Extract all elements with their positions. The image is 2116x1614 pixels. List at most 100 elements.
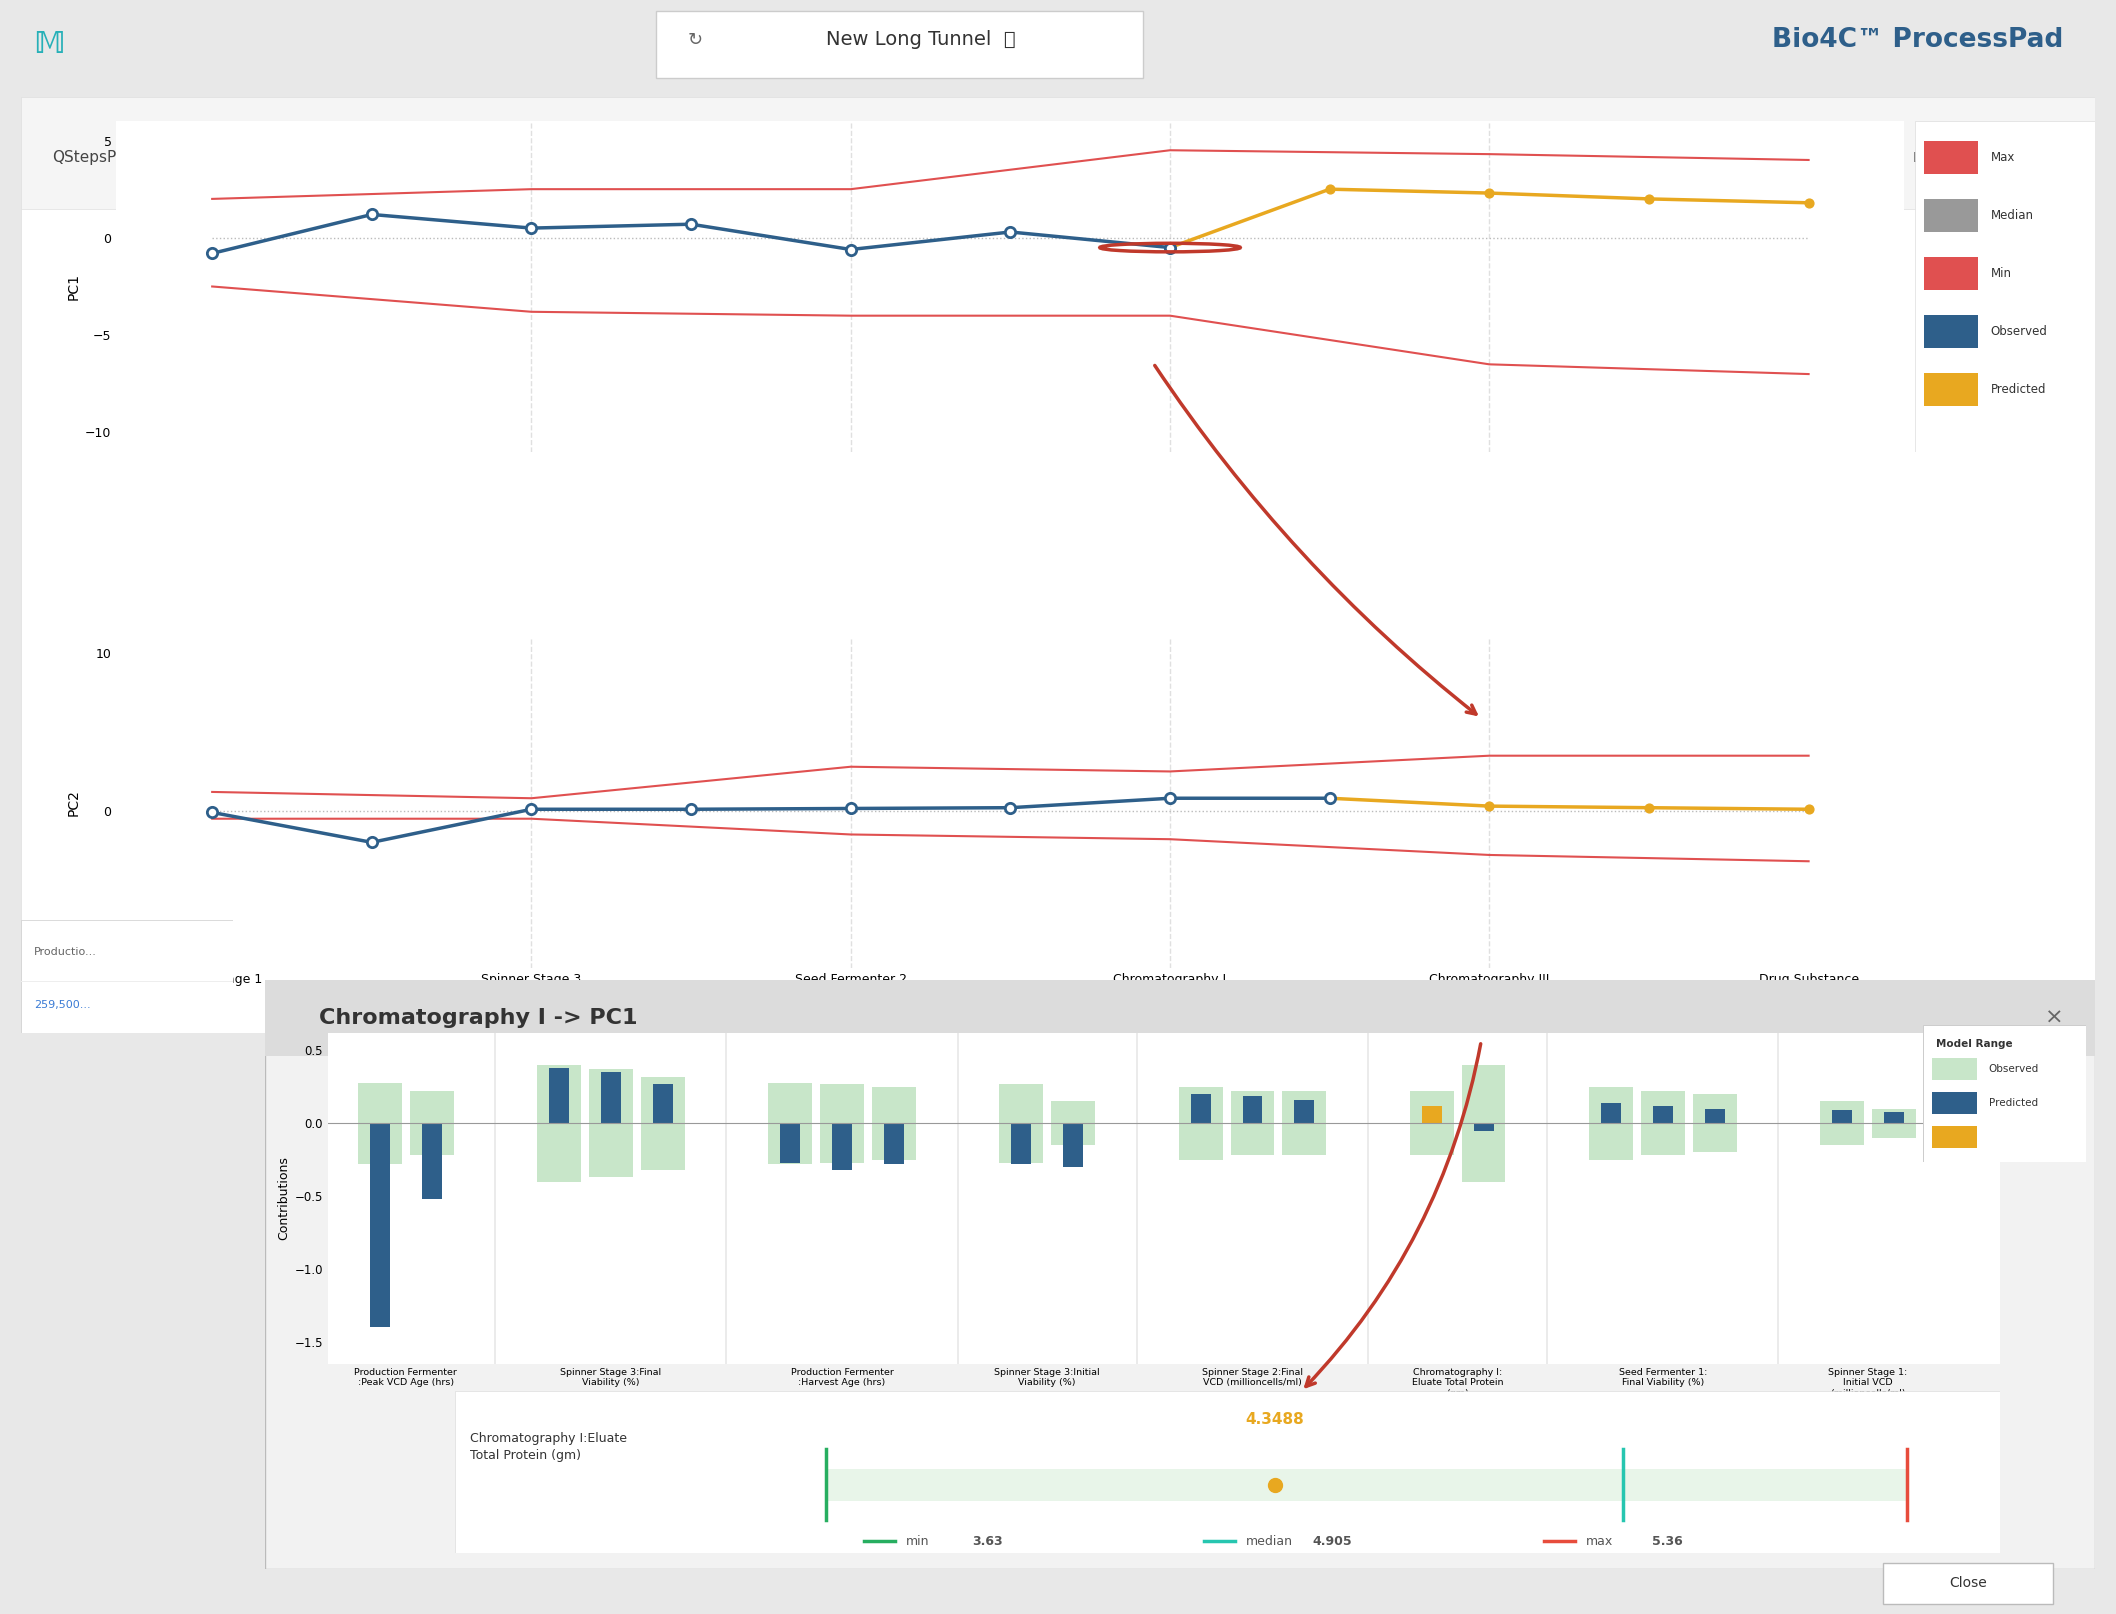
Bar [1422, 1106, 1441, 1123]
Bar [1282, 1123, 1327, 1156]
Bar [872, 1086, 916, 1123]
Text: Chromatography I -> PC1: Chromatography I -> PC1 [320, 1009, 637, 1028]
Point [1792, 190, 1826, 216]
Bar [1832, 1110, 1852, 1123]
Point [675, 796, 709, 822]
Text: 🔍: 🔍 [2012, 1101, 2019, 1112]
Text: Search Parameter...: Search Parameter... [1674, 1101, 1784, 1112]
Bar [1820, 1123, 1864, 1146]
Bar [781, 1123, 800, 1162]
Bar [358, 1123, 402, 1164]
Bar [652, 1085, 673, 1123]
Point [1312, 176, 1346, 202]
Bar [1966, 1080, 2067, 1133]
Text: max: max [1585, 1535, 1612, 1548]
Bar [1923, 140, 1978, 174]
Bar [1282, 1091, 1327, 1123]
Text: 𝕄: 𝕄 [32, 31, 66, 58]
Text: median: median [1246, 1535, 1293, 1548]
Bar [1653, 1106, 1674, 1123]
Point [1631, 794, 1665, 820]
Bar [1589, 1123, 1634, 1160]
Bar [1052, 1101, 1096, 1123]
Point [355, 830, 389, 855]
Bar [421, 1123, 442, 1199]
Point [195, 240, 229, 266]
Point [195, 799, 229, 825]
Bar [1923, 199, 1978, 232]
Bar [264, 980, 2095, 1056]
Bar [1462, 1123, 1504, 1181]
Bar [537, 1123, 582, 1181]
Point [1473, 792, 1507, 818]
Bar [1705, 1109, 1725, 1123]
Bar [411, 1123, 453, 1156]
Text: 4.905: 4.905 [1312, 1535, 1352, 1548]
Bar [1693, 1094, 1737, 1123]
Point [1473, 181, 1507, 207]
Text: Median: Median [1991, 208, 2033, 221]
Bar [601, 1072, 620, 1123]
Bar [588, 1070, 633, 1123]
Bar [537, 1065, 582, 1123]
Text: Close: Close [1949, 1577, 1987, 1590]
Point [355, 202, 389, 228]
Text: 259,500...: 259,500... [34, 999, 91, 1010]
Point [514, 796, 548, 822]
Text: ↻: ↻ [688, 31, 703, 48]
Bar [1932, 1093, 1976, 1114]
Y-axis label: PC1: PC1 [68, 273, 80, 300]
Text: 3.63: 3.63 [973, 1535, 1003, 1548]
Bar [1242, 1096, 1263, 1123]
Bar [1602, 1102, 1621, 1123]
Point [834, 796, 868, 822]
Text: Observed: Observed [1991, 324, 2048, 337]
Bar [358, 1083, 402, 1123]
Text: ×: × [2044, 1009, 2063, 1028]
Bar [821, 1123, 863, 1162]
Bar [1873, 1109, 1915, 1123]
Bar [588, 1123, 633, 1177]
Bar [1883, 1562, 2053, 1604]
Text: Predicted: Predicted [1989, 1098, 2038, 1109]
Point [995, 794, 1028, 820]
Point [1153, 786, 1187, 812]
Bar [999, 1085, 1043, 1123]
Bar [1232, 1123, 1274, 1156]
Text: Predicted: Predicted [1991, 383, 2046, 395]
Bar [1883, 1112, 1904, 1123]
Bar [1820, 1101, 1864, 1123]
Bar [550, 1068, 569, 1123]
Bar [1179, 1086, 1223, 1123]
Bar [641, 1077, 686, 1123]
Bar [1191, 1094, 1210, 1123]
Bar [1642, 1091, 1684, 1123]
Text: Chromatography I:Eluate
Total Protein (gm): Chromatography I:Eluate Total Protein (g… [470, 1432, 626, 1462]
Bar [1462, 1065, 1504, 1123]
Bar [370, 1123, 389, 1327]
Point [995, 220, 1028, 245]
Point [675, 211, 709, 237]
Point [1792, 796, 1826, 822]
Bar [1583, 1080, 1966, 1133]
Bar [1409, 1091, 1454, 1123]
Text: Observed: Observed [1989, 1064, 2040, 1073]
Bar [1923, 373, 1978, 405]
Bar [1179, 1123, 1223, 1160]
Bar [999, 1123, 1043, 1162]
Bar [872, 1123, 916, 1160]
Bar [821, 1085, 863, 1123]
Text: Productio...: Productio... [34, 947, 97, 957]
Bar [411, 1091, 453, 1123]
Text: 4.3488: 4.3488 [1246, 1412, 1303, 1427]
Bar [1923, 257, 1978, 291]
Point [1153, 234, 1187, 260]
Text: QStepsPCA: QStepsPCA [53, 150, 138, 165]
Bar [1011, 1123, 1030, 1164]
Text: Model Range: Model Range [1936, 1039, 2012, 1049]
Text: New Long Tunnel  ⓘ: New Long Tunnel ⓘ [825, 31, 1016, 50]
Text: 5.36: 5.36 [1653, 1535, 1682, 1548]
Bar [1295, 1101, 1314, 1123]
Point [1631, 186, 1665, 211]
Bar [656, 11, 1143, 77]
